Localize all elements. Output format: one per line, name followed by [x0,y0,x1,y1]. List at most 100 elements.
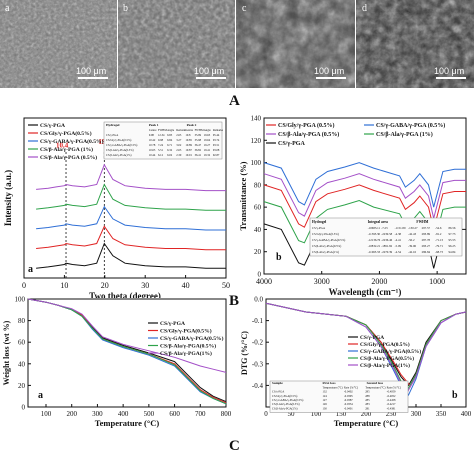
x-axis-label: Temperature (°C) [334,418,399,428]
table-cell: 93.51 [213,143,220,147]
tga-chart: 0 20 40 60 80 100 100 200 300 400 500 600 700 800 Temp… [2,296,232,429]
table-header-cell: First loss [322,381,336,385]
sem-image-a [0,0,117,88]
table-subheader-cell: Angle [204,128,212,132]
table-header-cell: Hydrogel [106,123,120,127]
legend-label-4: CS/γ-PGA [278,141,305,147]
table-subheader-cell: Remarks [176,128,187,132]
table-subheader-cell: FWHM [195,128,204,132]
panel-tag: b [452,390,458,401]
table-cell: -0.4059 [387,390,396,394]
scale-bar [78,77,108,79]
legend-label-0: CS/γ-PGA [360,335,384,341]
table-cell: CS/Gly/γ-PGA(0.5%) [106,138,131,142]
x-tick-label: 300 [92,410,103,418]
table-cell: 287.78 [422,238,431,242]
table-cell: 19.8 [185,133,191,137]
table-cell: -54.6 [435,226,442,230]
table-cell: -0.0395 [344,394,353,398]
table-cell: -79.71 [435,244,443,248]
table-cell: -10683.11 [368,226,381,230]
table-cell: 9.98 [149,133,155,137]
legend-label-2: CS/γ-GABA/γ-PGA(0.5%) [40,138,104,145]
table-cell: CS/γ-PGA [272,390,285,394]
table-cell: -0.4381 [387,406,396,410]
table-cell: -12136.76 [368,238,381,242]
table-cell: -4.38 [395,232,402,236]
x-tick-label: 700 [195,410,206,418]
x-tick-label: 1000 [429,277,445,286]
table-cell: 6.71 [167,143,173,147]
series-line-2 [36,205,226,231]
sem-image-c [236,0,355,88]
table-cell: -42.43 [408,232,416,236]
series-line-4 [36,163,226,192]
x-tick-label: 100 [41,410,52,418]
table-header-cell: Hydrogel [312,220,326,224]
table-subheader-cell: Rate (%/°C) [344,385,358,389]
table-cell: 3.27 [176,138,182,142]
table-cell: 93.08 [213,148,220,152]
table-subheader-cell: Angle [167,128,175,132]
table-cell: -68.73 [435,250,443,254]
table-cell: -4.54 [395,250,402,254]
table-cell: 283 [365,402,370,406]
y-tick-label: -0.3 [252,360,264,368]
table-cell: 10.44 [149,153,156,157]
table-cell: 5.51 [158,148,164,152]
scale-bar [196,77,226,79]
panel-tag: b [276,252,282,263]
table-cell: 92.87 [213,153,220,157]
table-cell: 97.73 [449,232,456,236]
table-cell: 19.87 [185,148,192,152]
legend-label-1: CS/Gly/γ-PGA(0.5%) [360,341,410,348]
sem-panel-c: c 100 μm [236,0,355,88]
x-tick-label: 4000 [256,277,272,286]
panel-tag: a [28,264,33,275]
table-cell: 93.74 [213,138,220,142]
table-cell: 3.02 [176,143,182,147]
x-tick-label: 200 [66,410,77,418]
inset-table [269,380,409,413]
row-letter-b: B [229,293,240,309]
y-tick-label: 140 [251,115,262,123]
y-tick-label: 20 [18,382,26,390]
table-cell: 9.98 [158,138,164,142]
table-header-cell: Peak 1 [149,123,159,127]
sem-panel-a: a 100 μm [0,0,117,88]
y-tick-label: -0.1 [252,317,264,325]
legend-label-3: CS/β-Ala/γ-PGA(0.5%) [360,355,414,362]
table-cell: 288 [365,394,370,398]
table-cell: CS/γ-GABA/γ-PGA(0.5%) [106,143,137,147]
table-cell: 19.85 [185,138,192,142]
table-cell: 19.41 [204,148,211,152]
table-header-cell: Integral area [368,220,388,224]
table-cell: -2236.46 [381,238,392,242]
table-cell: -11593.30 [368,232,381,236]
x-tick-label: 300 [411,410,422,418]
table-subheader-cell: FWHM [158,128,167,132]
panel-tag: a [38,390,43,401]
series-line-1 [36,225,226,251]
table-cell: 94.84 [449,250,456,254]
y-tick-label: 20 [254,248,262,256]
table-cell: 2.65 [176,133,182,137]
table-cell: 12.34 [158,133,165,137]
dtg-chart: 0.0 -0.1 -0.2 -0.3 -0.4 0 50 100 150 200 250 300 350… [240,296,472,429]
table-cell: -0.4052 [387,394,396,398]
y-tick-label: 80 [254,181,262,189]
table-cell: CS/γ-GABA/γ-PGA(0.5%) [312,238,345,242]
table-cell: 124 [322,394,327,398]
table-header-cell: Sample [272,381,283,385]
table-cell: CS/β-Ala/γ-PGA(1%) [312,250,339,254]
x-tick-label: 10 [60,281,68,290]
table-cell: -11063.33 [368,250,381,254]
table-cell: -0.0354 [344,402,353,406]
y-tick-label: 40 [254,226,262,234]
y-tick-label: 0.0 [254,296,263,304]
table-cell: 127 [322,398,327,402]
series-line-2 [263,162,466,208]
table-cell: 130 [322,406,327,410]
table-cell: CS/β-Ala/γ-PGA(0.5%) [272,402,300,406]
table-cell: 86.56 [449,226,456,230]
